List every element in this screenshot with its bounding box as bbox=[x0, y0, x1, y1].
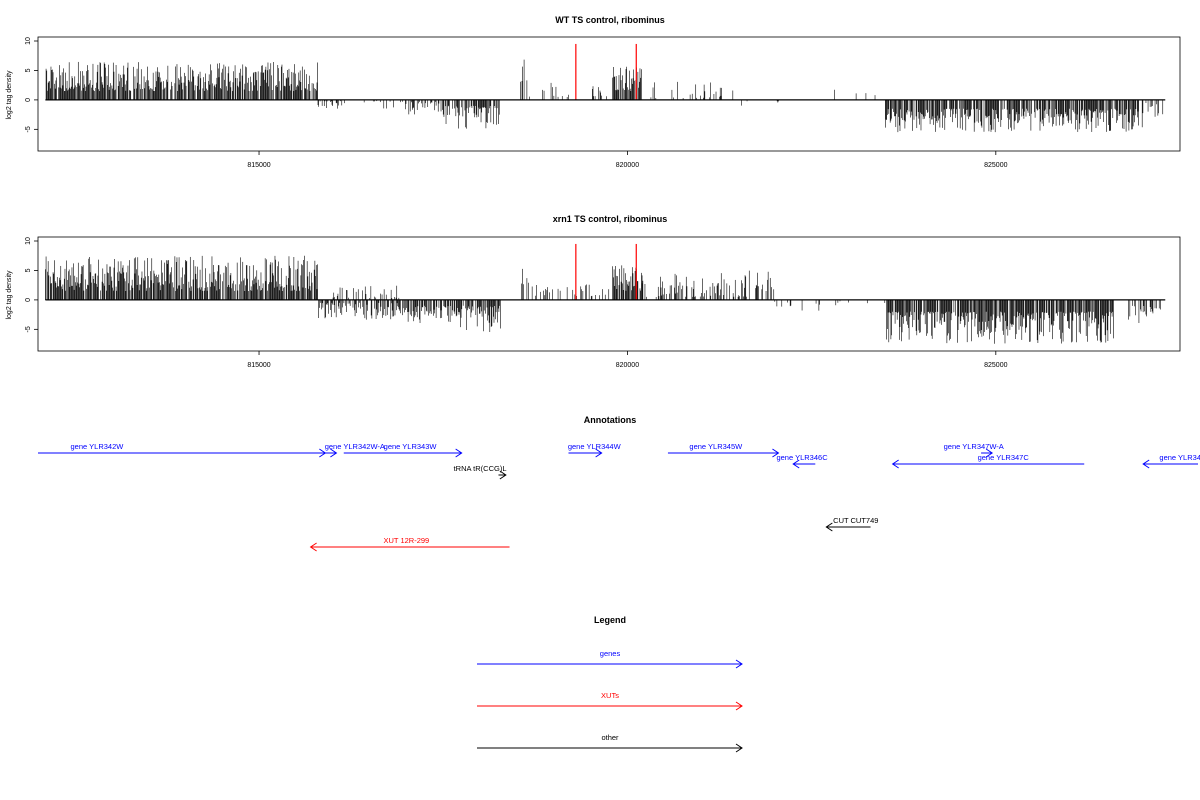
annotation-label: tRNA tR(CCG)L bbox=[454, 464, 507, 473]
legend-title: Legend bbox=[594, 615, 626, 625]
wt-track-ytick-label: 5 bbox=[25, 68, 32, 72]
legend-label: XUTs bbox=[601, 691, 619, 700]
wt-track-panel: WT TS control, ribominus log2 tag densit… bbox=[6, 15, 1181, 169]
legend-label: other bbox=[601, 733, 619, 742]
xrn1-track-xtick-label: 815000 bbox=[247, 362, 270, 369]
annotation-label: XUT 12R-299 bbox=[384, 536, 430, 545]
annotation-gene-arrow bbox=[667, 448, 780, 458]
wt-track-y-axis: -5 0 5 10 bbox=[25, 37, 38, 132]
annotation-gene-arrow bbox=[792, 459, 816, 469]
wt-track-ytick-label: -5 bbox=[25, 126, 32, 132]
xrn1-track-title: xrn1 TS control, ribominus bbox=[553, 214, 668, 224]
xrn1-track-ytick-label: -5 bbox=[25, 326, 32, 332]
legend-other-arrow bbox=[477, 743, 743, 753]
xrn1-track-panel: xrn1 TS control, ribominus log2 tag dens… bbox=[6, 214, 1181, 369]
annotation-label: gene YLR345W bbox=[689, 442, 743, 451]
legend-xut-arrow bbox=[477, 701, 743, 711]
wt-track-xtick-label: 825000 bbox=[984, 162, 1007, 169]
xrn1-track-y-axis: -5 0 5 10 bbox=[25, 237, 38, 332]
xrn1-track-ytick-label: 5 bbox=[25, 268, 32, 272]
xrn1-track-bars bbox=[45, 255, 1161, 344]
xrn1-track-peaks bbox=[575, 243, 637, 300]
xrn1-track-xtick-label: 820000 bbox=[616, 362, 639, 369]
annotation-gene-arrow bbox=[1142, 459, 1198, 469]
wt-track-ylabel: log2 tag density bbox=[6, 70, 13, 120]
xrn1-track-x-axis: 815000 820000 825000 bbox=[247, 351, 1008, 369]
annotation-label: CUT CUT749 bbox=[833, 516, 878, 525]
annotation-label: gene YLR344W bbox=[568, 442, 622, 451]
wt-track-ytick-label: 10 bbox=[25, 37, 32, 45]
wt-track-x-axis: 815000 820000 825000 bbox=[247, 151, 1008, 169]
legend-label: genes bbox=[600, 649, 621, 658]
annotations-title: Annotations bbox=[584, 415, 637, 425]
annotation-xut-arrow bbox=[309, 542, 510, 552]
wt-track-bars bbox=[45, 59, 1164, 133]
annotation-other-arrow bbox=[498, 470, 507, 480]
wt-track-peaks bbox=[575, 43, 637, 100]
wt-track-xtick-label: 815000 bbox=[247, 162, 270, 169]
legend-panel: Legend genes XUTs other bbox=[477, 615, 743, 753]
annotation-label: gene YLR348C bbox=[1159, 453, 1200, 462]
annotation-label: gene YLR342W-A bbox=[325, 442, 385, 451]
wt-track-title: WT TS control, ribominus bbox=[555, 15, 665, 25]
annotation-gene-arrow bbox=[343, 448, 463, 458]
legend-entries: genes XUTs other bbox=[477, 649, 743, 753]
xrn1-track-xtick-label: 825000 bbox=[984, 362, 1007, 369]
annotation-label: gene YLR346C bbox=[776, 453, 828, 462]
legend-gene-arrow bbox=[477, 659, 743, 669]
annotation-gene-arrow bbox=[891, 459, 1085, 469]
annotation-label: gene YLR347W-A bbox=[944, 442, 1004, 451]
annotation-gene-arrow bbox=[568, 448, 603, 458]
annotation-other-arrow bbox=[825, 522, 871, 532]
annotation-gene-arrow bbox=[325, 448, 338, 458]
xrn1-track-ylabel: log2 tag density bbox=[6, 270, 13, 320]
wt-track-plot-frame bbox=[37, 36, 1181, 152]
wt-track-xtick-label: 820000 bbox=[616, 162, 639, 169]
xrn1-track-ytick-label: 0 bbox=[25, 298, 32, 302]
annotation-label: gene YLR342W bbox=[71, 442, 125, 451]
annotation-gene-arrow bbox=[981, 448, 994, 458]
wt-track-ytick-label: 0 bbox=[25, 98, 32, 102]
xrn1-track-plot-frame bbox=[37, 236, 1181, 352]
annotation-label: gene YLR347C bbox=[978, 453, 1030, 462]
xrn1-track-ytick-label: 10 bbox=[25, 237, 32, 245]
annotation-label: gene YLR343W bbox=[384, 442, 438, 451]
annotations-panel: Annotations gene YLR342W gene YLR342W-Age… bbox=[38, 415, 1200, 552]
